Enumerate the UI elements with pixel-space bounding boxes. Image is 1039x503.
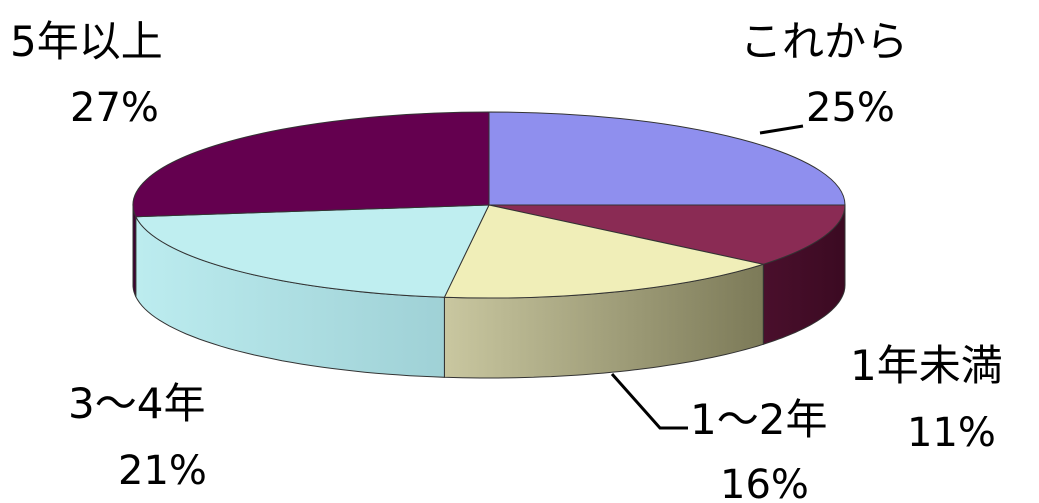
leader-line-1-2nen [610,373,688,430]
label-1-2nen: 1～2年 [690,395,827,444]
value-1nen-miman: 11% [907,410,996,456]
slice-5nen-ijou [132,111,490,218]
value-3-4nen: 21% [118,448,207,494]
value-5nen-ijou: 27% [70,85,159,131]
slice-1nen-miman [488,204,846,265]
slice-korekara [488,111,846,206]
label-1nen-miman: 1年未満 [850,341,1003,390]
value-1-2nen: 16% [720,462,809,503]
label-3-4nen: 3～4年 [68,379,205,428]
slice-1-2nen [443,204,766,299]
slice-3-4nen [135,204,490,298]
slice-5nen-ijou-side [132,205,137,297]
value-korekara: 25% [806,85,895,131]
label-korekara: これから [740,17,908,66]
leader-line-korekara [759,124,804,135]
label-5nen-ijou: 5年以上 [10,17,163,66]
